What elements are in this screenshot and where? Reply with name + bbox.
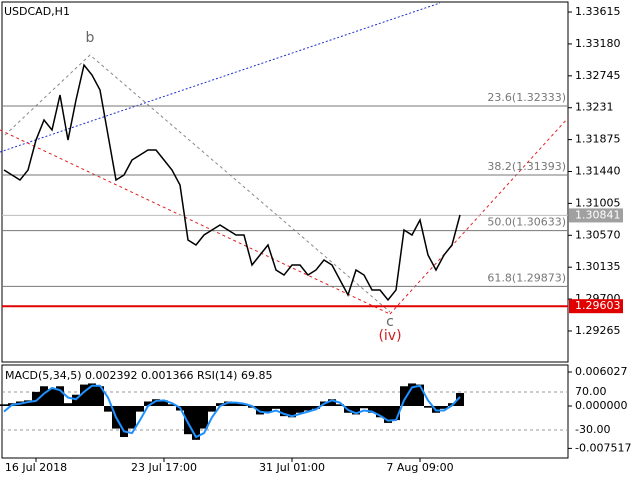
fib-label: 61.8(1.29873) <box>487 271 566 284</box>
y2-tick-label: -30.00 <box>575 423 610 436</box>
wave-line <box>4 54 391 313</box>
macd-bar <box>272 406 280 409</box>
macd-bar <box>136 406 144 412</box>
y-tick-label: 1.31440 <box>575 165 621 178</box>
main-panel <box>1 1 569 363</box>
last-price-box <box>569 208 623 223</box>
macd-bar <box>336 404 344 407</box>
y-tick-label: 1.31005 <box>575 196 621 209</box>
y2-tick-label: 70.00 <box>575 385 607 398</box>
macd-bar <box>32 391 40 407</box>
macd-bar <box>440 406 448 409</box>
macd-bar <box>256 406 264 415</box>
macd-bar <box>0 404 8 407</box>
macd-bar <box>368 406 376 413</box>
macd-bar <box>288 406 296 418</box>
x-tick-label: 23 Jul 17:00 <box>131 461 197 474</box>
indicator-panel <box>1 364 569 459</box>
y-tick-label: 0.006027 <box>575 365 628 378</box>
indicator-label: MACD(5,34,5) 0.002392 0.001366 RSI(14) 6… <box>5 369 272 382</box>
y-tick-label: 0.000000 <box>575 399 628 412</box>
trend-line <box>0 2 441 153</box>
macd-bar <box>120 406 128 438</box>
macd-bar <box>56 386 64 407</box>
macd-bar <box>376 406 384 418</box>
support-box <box>569 299 623 314</box>
wave-label: (iv) <box>378 328 401 344</box>
macd-bar <box>152 399 160 407</box>
y-tick-label: 1.31875 <box>575 133 621 146</box>
macd-bar <box>160 400 168 407</box>
macd-bar <box>128 406 136 429</box>
macd-bar <box>384 406 392 423</box>
macd-bar <box>400 386 408 407</box>
x-tick-label: 31 Jul 01:00 <box>259 461 325 474</box>
macd-bar <box>232 402 240 407</box>
macd-bar <box>296 406 304 413</box>
x-tick-label: 16 Jul 2018 <box>5 461 67 474</box>
macd-bar <box>408 383 416 407</box>
y-tick-label: 1.32745 <box>575 69 621 82</box>
macd-bar <box>328 399 336 407</box>
y-tick-label: 1.29265 <box>575 324 621 337</box>
macd-bar <box>264 406 272 412</box>
macd-bar <box>88 383 96 407</box>
support-label: 1.29603 <box>575 299 621 312</box>
y-tick-label: -0.007517 <box>575 441 631 454</box>
macd-bar <box>392 406 400 421</box>
signal-line <box>3 384 461 439</box>
macd-bar <box>96 386 104 407</box>
macd-bar <box>48 389 56 407</box>
macd-bar <box>64 403 72 407</box>
macd-bar <box>416 384 424 407</box>
wave-label: b <box>86 30 95 46</box>
macd-bar <box>208 406 216 412</box>
macd-bar <box>144 401 152 407</box>
macd-bar <box>72 394 80 407</box>
macd-bar <box>424 406 432 408</box>
macd-bar <box>304 406 312 411</box>
macd-bar <box>216 403 224 407</box>
y-tick-label: 1.33615 <box>575 5 621 18</box>
y-tick-label: 1.30570 <box>575 228 621 241</box>
fib-label: 38.2(1.31393) <box>487 160 566 173</box>
fib-label: 50.0(1.30633) <box>487 216 566 229</box>
macd-bar <box>168 404 176 407</box>
macd-bar <box>360 406 368 409</box>
last-price-label: 1.30841 <box>575 208 621 221</box>
macd-bar <box>184 406 192 435</box>
macd-bar <box>280 406 288 417</box>
wave-label: c <box>386 314 394 330</box>
macd-bar <box>224 401 232 407</box>
macd-bar <box>24 400 32 407</box>
macd-bar <box>192 406 200 440</box>
y-tick-label: 1.3231 <box>575 101 614 114</box>
fib-label: 23.6(1.32333) <box>487 91 566 104</box>
y-tick-label: 1.33180 <box>575 37 621 50</box>
y-tick-label: 1.30135 <box>575 260 621 273</box>
macd-bar <box>80 384 88 407</box>
macd-bar <box>104 406 112 412</box>
macd-bar <box>312 406 320 409</box>
macd-bar <box>240 403 248 407</box>
price-line <box>3 63 461 302</box>
channel-line <box>389 117 569 315</box>
macd-bar <box>456 393 464 407</box>
macd-bar <box>200 406 208 429</box>
x-tick-label: 7 Aug 09:00 <box>386 461 453 474</box>
macd-bar <box>40 386 48 407</box>
macd-bar <box>352 406 360 415</box>
chart-title: USDCAD,H1 <box>4 5 70 18</box>
